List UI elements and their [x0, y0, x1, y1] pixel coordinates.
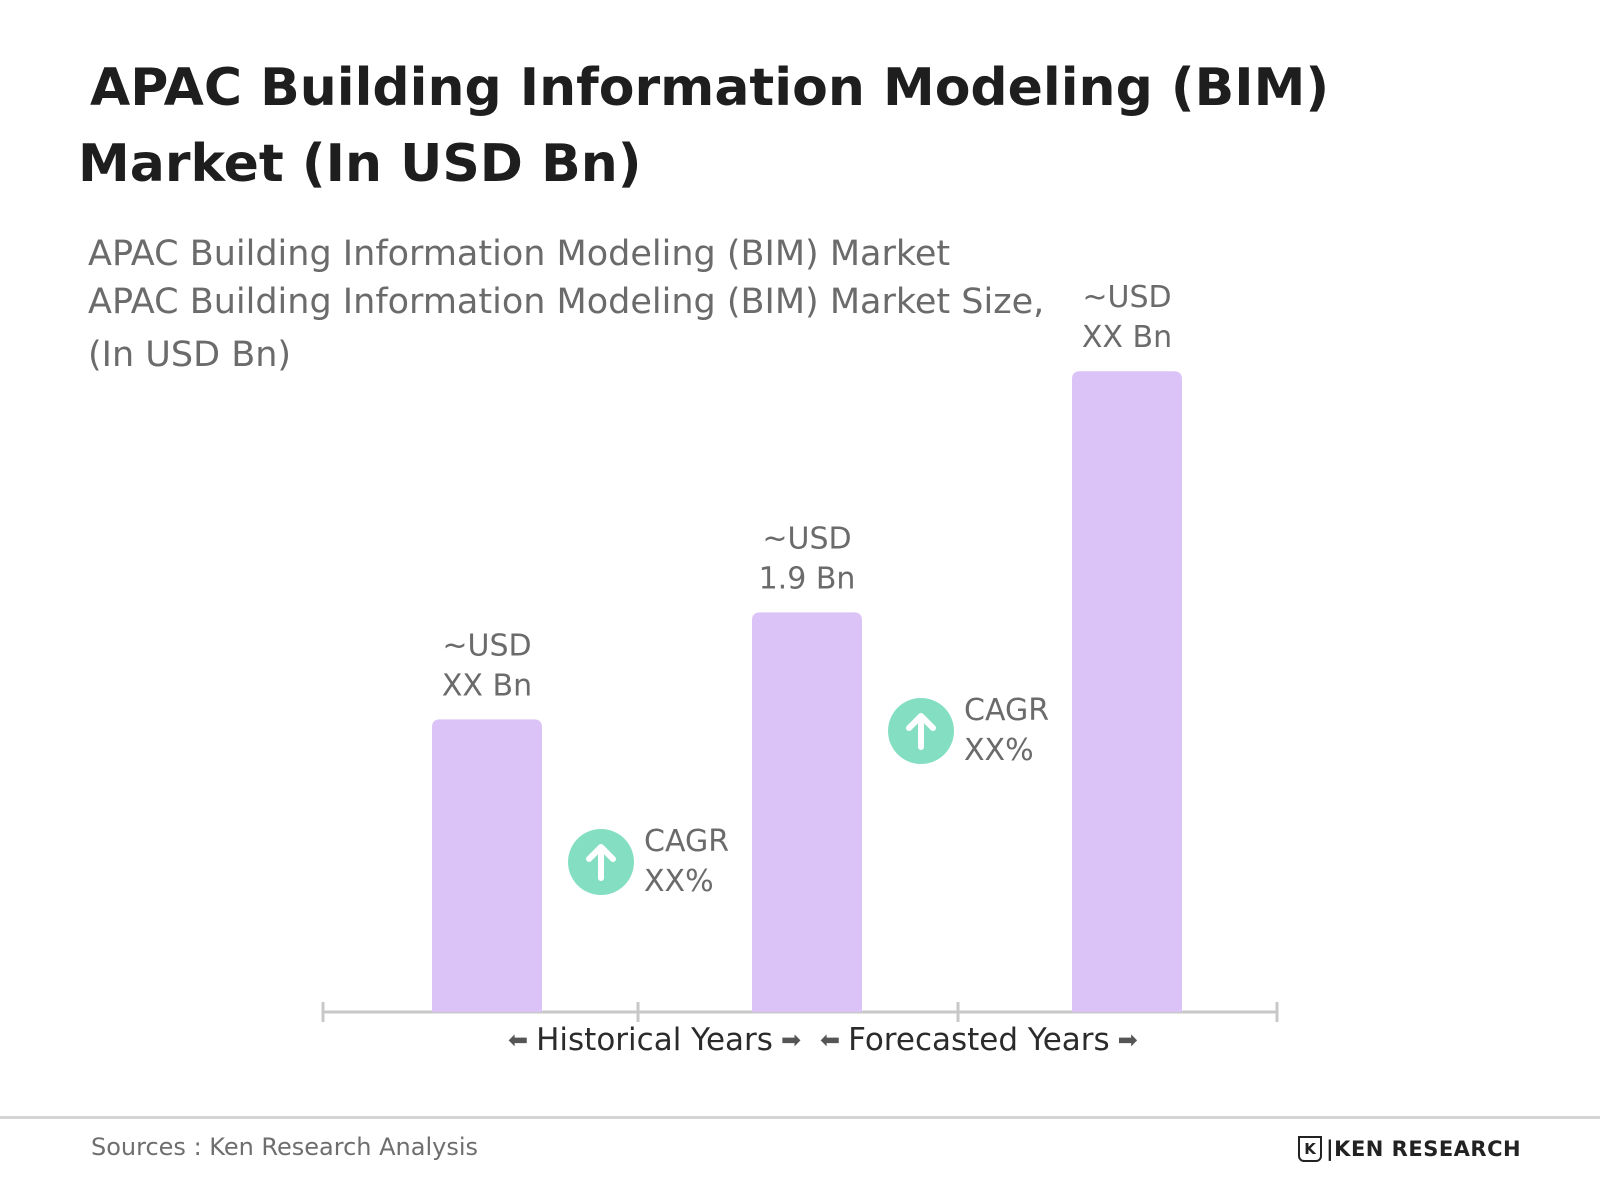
arrow-left-icon: ⬅ [508, 1026, 529, 1054]
historical-years-text: Historical Years [536, 1022, 773, 1058]
logo-text: |KEN RESEARCH [1326, 1137, 1522, 1161]
forecasted-years-text: Forecasted Years [848, 1022, 1110, 1058]
cagr-annotation-historical: CAGR XX% [568, 822, 729, 902]
bar [1072, 371, 1182, 1012]
subtitle-line-2: APAC Building Information Modeling (BIM)… [88, 282, 1045, 322]
arrow-right-icon: ➡ [780, 1026, 802, 1054]
cagr-value: XX% [644, 864, 714, 899]
bar-chart: ~USD XX Bn ~USD 1.9 Bn ~USD XX Bn [321, 280, 1279, 1022]
arrow-up-icon [888, 698, 954, 764]
arrow-up-icon [568, 829, 634, 895]
bar-data-label: XX Bn [442, 668, 532, 703]
bar-data-label: XX Bn [1082, 320, 1172, 355]
bar-data-label: ~USD [762, 521, 851, 556]
bar-data-label: 1.9 Bn [759, 561, 856, 596]
logo-mark: K [1298, 1136, 1322, 1162]
footer-divider [0, 1116, 1600, 1119]
bar-data-label: ~USD [1082, 280, 1171, 315]
forecasted-years-label: ⬅ Forecasted Years ➡ [812, 1022, 1146, 1058]
cagr-annotation-forecast: CAGR XX% [888, 691, 1049, 771]
ken-research-logo: K |KEN RESEARCH [1298, 1136, 1521, 1162]
cagr-label: CAGR [964, 693, 1050, 728]
cagr-value: XX% [964, 733, 1034, 768]
historical-years-label: ⬅ Historical Years ➡ [500, 1022, 809, 1058]
bar [432, 719, 542, 1012]
subtitle-line-1: APAC Building Information Modeling (BIM)… [88, 234, 951, 274]
chart-subtitle: APAC Building Information Modeling (BIM)… [88, 230, 1088, 379]
source-note: Sources : Ken Research Analysis [91, 1133, 479, 1161]
arrow-right-icon: ➡ [1117, 1026, 1138, 1054]
arrow-left-icon: ⬅ [820, 1026, 841, 1054]
subtitle-line-3: (In USD Bn) [88, 335, 292, 375]
bar [752, 612, 862, 1012]
bar-data-label: ~USD [442, 628, 531, 663]
cagr-label: CAGR [644, 824, 730, 859]
page-title: APAC Building Information Modeling (BIM)… [78, 58, 1330, 194]
